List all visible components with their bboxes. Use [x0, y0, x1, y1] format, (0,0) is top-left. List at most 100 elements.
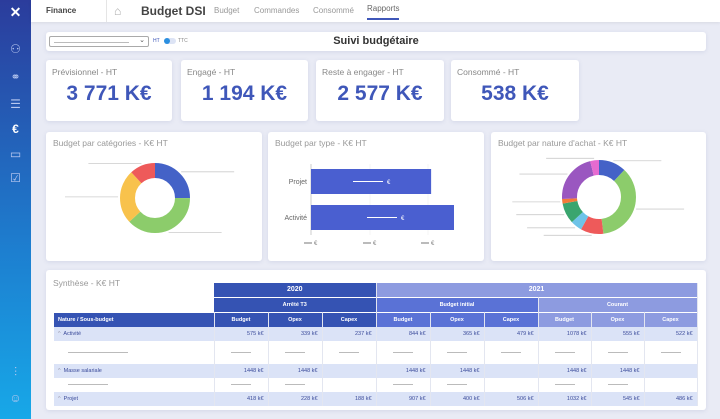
column-header[interactable]: Budget: [376, 311, 431, 327]
kpi-value: 538 K€: [481, 82, 549, 105]
bar-value-label: €: [387, 180, 391, 186]
tab-budget[interactable]: Budget: [214, 6, 240, 15]
cell-value: 479 k€: [484, 327, 539, 341]
column-header[interactable]: Budget: [214, 311, 269, 327]
kpi-reste-a-engager: Reste à engager - HT 2 577 K€: [316, 60, 444, 121]
table-row[interactable]: ^ Projet 418 k€ 228 k€ 188 k€ 907 k€ 400 k€ 50…: [54, 392, 698, 406]
folder-icon[interactable]: ▭: [9, 147, 22, 161]
user-circle-icon[interactable]: ☺: [9, 391, 22, 405]
cell-value: [644, 364, 698, 378]
top-bar: Finance ⌂ Budget DSI Budget Commandes Co…: [31, 0, 720, 22]
column-header[interactable]: Opex: [268, 311, 323, 327]
sub-row: [54, 341, 698, 364]
sliders-icon[interactable]: ⫶: [13, 365, 17, 379]
kpi-label: Consommé - HT: [457, 67, 520, 77]
cell-value: [322, 364, 377, 378]
toggle-ht-label: HT: [153, 38, 160, 44]
donut-slice[interactable]: [562, 160, 636, 234]
kpi-label: Reste à engager - HT: [322, 67, 404, 77]
group-header: Arrêté T3: [214, 296, 377, 312]
cell-value: 339 k€: [268, 327, 323, 341]
year-header-2021: 2021: [376, 283, 698, 297]
cell-value: 575 k€: [214, 327, 269, 341]
kpi-value: 1 194 K€: [201, 82, 288, 105]
kpi-value: 3 771 K€: [66, 82, 152, 105]
logo-icon[interactable]: ✕: [9, 4, 22, 20]
sub-row: [54, 378, 698, 392]
chart-title: Budget par catégories - K€ HT: [53, 138, 168, 148]
tab-commandes[interactable]: Commandes: [254, 6, 300, 15]
page-title: Suivi budgétaire: [333, 35, 419, 47]
checkbox-icon[interactable]: ☑: [10, 171, 21, 185]
chevron-up-icon[interactable]: ^: [58, 368, 61, 374]
cell-value: 907 k€: [376, 392, 431, 406]
donut-slice[interactable]: [120, 163, 190, 233]
kpi-value: 2 577 K€: [337, 82, 423, 105]
column-header[interactable]: Capex: [644, 311, 698, 327]
cell-value: 228 k€: [268, 392, 323, 406]
donut-slice[interactable]: [120, 163, 190, 233]
column-header[interactable]: Capex: [484, 311, 539, 327]
period-select[interactable]: ⌄: [49, 36, 149, 47]
bar-chart-type: Projet € Activité € € € €: [284, 164, 454, 247]
donut-chart-nature: [512, 157, 685, 236]
tick-label: €: [431, 241, 435, 247]
users-icon[interactable]: ⚇: [10, 42, 21, 56]
cell-value: 522 k€: [644, 327, 698, 341]
cell-value: 506 k€: [484, 392, 539, 406]
page-heading: Budget DSI: [141, 4, 206, 18]
tab-consomme[interactable]: Consommé: [313, 6, 354, 15]
bar-value-label: €: [401, 216, 405, 222]
column-header[interactable]: Opex: [591, 311, 645, 327]
cell-value: 188 k€: [322, 392, 377, 406]
tick-label: €: [314, 241, 318, 247]
category-label: Activité: [284, 215, 307, 222]
cell-value: 1448 k€: [538, 364, 592, 378]
tick-label: €: [373, 241, 377, 247]
euro-icon[interactable]: €: [12, 122, 19, 136]
chevron-up-icon[interactable]: ^: [58, 396, 61, 402]
cell-value: 1448 k€: [268, 364, 323, 378]
tab-rapports[interactable]: Rapports: [367, 0, 400, 20]
table-row[interactable]: ^ Activité 575 k€ 339 k€ 237 k€ 844 k€ 365 k€…: [54, 327, 698, 341]
toggle-ttc-label: TTC: [178, 38, 188, 44]
row-label[interactable]: ^ Masse salariale: [54, 364, 215, 378]
row-label[interactable]: ^ Projet: [54, 392, 215, 406]
cell-value: 237 k€: [322, 327, 377, 341]
cell-value: 486 k€: [644, 392, 698, 406]
chart-nature-achat: Budget par nature d'achat - K€ HT: [491, 132, 706, 261]
column-header[interactable]: Opex: [430, 311, 485, 327]
chevron-down-icon: ⌄: [139, 37, 145, 44]
synthese-card: Synthèse - K€ HT 2020 2021 Arrêté T3 Budget…: [46, 270, 706, 410]
row-label[interactable]: ^ Activité: [54, 327, 215, 341]
column-header[interactable]: Capex: [322, 311, 377, 327]
cell-value: 1448 k€: [591, 364, 645, 378]
cell-value: 1448 k€: [376, 364, 431, 378]
donut-slice[interactable]: [562, 160, 636, 234]
donut-slice[interactable]: [562, 160, 636, 234]
kpi-engage: Engagé - HT 1 194 K€: [181, 60, 308, 121]
cell-value: [484, 364, 539, 378]
cell-value: 365 k€: [430, 327, 485, 341]
chart-type: Budget par type - K€ HT Projet € Activité €…: [268, 132, 484, 261]
donut-slice[interactable]: [120, 163, 190, 233]
column-header[interactable]: Nature / Sous-budget: [54, 311, 215, 327]
column-header[interactable]: Budget: [538, 311, 592, 327]
filter-bar: ⌄ HT TTC Suivi budgétaire: [46, 32, 706, 51]
molecule-icon[interactable]: ⚭: [10, 70, 21, 84]
group-header: Budget initial: [376, 296, 539, 312]
chevron-up-icon[interactable]: ^: [58, 331, 61, 337]
table-row[interactable]: ^ Masse salariale 1448 k€ 1448 k€ 1448 k€ 14…: [54, 364, 698, 378]
kpi-consomme: Consommé - HT 538 K€: [451, 60, 579, 121]
chart-title: Budget par nature d'achat - K€ HT: [498, 138, 628, 148]
cell-value: 545 k€: [591, 392, 645, 406]
app-name: Finance: [46, 6, 77, 15]
cell-value: 844 k€: [376, 327, 431, 341]
list-icon[interactable]: ☰: [10, 97, 21, 111]
home-icon[interactable]: ⌂: [114, 4, 122, 18]
synthese-table: 2020 2021 Arrêté T3 Budget initial Courant Na…: [54, 283, 698, 406]
ht-ttc-toggle[interactable]: [164, 38, 176, 44]
sidebar: ✕ ⚇ ⚭ ☰ € ▭ ☑ ⫶ ☺: [0, 0, 31, 419]
cell-value: 1448 k€: [430, 364, 485, 378]
donut-slice[interactable]: [562, 160, 636, 234]
